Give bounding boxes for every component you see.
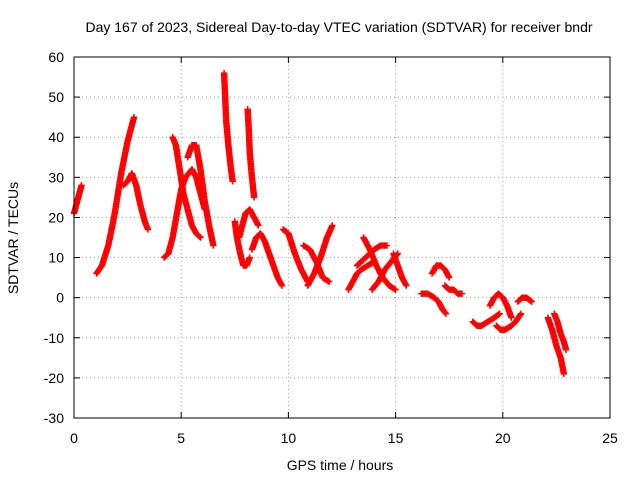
- data-point: [562, 346, 570, 354]
- x-tick-label: 25: [602, 430, 618, 446]
- data-point: [383, 242, 391, 249]
- data-point: [517, 310, 525, 317]
- series-arc-12: [279, 226, 311, 285]
- x-tick-labels: 0 5 10 15 20 25: [70, 430, 618, 446]
- tick-layer: [73, 56, 611, 419]
- y-tick-label: 10: [48, 250, 64, 266]
- data-point: [458, 290, 466, 297]
- data-point: [246, 254, 254, 261]
- x-tick-label: 5: [177, 430, 185, 446]
- x-tick-label: 0: [70, 430, 78, 446]
- data-point: [403, 282, 410, 289]
- data-point: [392, 286, 399, 293]
- series-arc-19: [390, 250, 410, 289]
- data-point: [250, 194, 258, 201]
- data-point: [144, 226, 152, 233]
- data-point: [197, 234, 204, 241]
- series-arc-25: [493, 310, 525, 333]
- data-point: [508, 314, 515, 321]
- data-point: [78, 182, 85, 189]
- series-arc-5: [169, 134, 204, 241]
- y-tick-label: -20: [44, 370, 64, 386]
- y-tick-label: 60: [48, 49, 64, 65]
- data-point: [130, 113, 138, 121]
- y-tick-label: 20: [48, 209, 64, 225]
- data-point: [441, 309, 449, 316]
- series-arc-16: [353, 242, 391, 269]
- data-point: [329, 222, 336, 229]
- series-arc-20: [418, 290, 450, 317]
- x-tick-label: 20: [495, 430, 511, 446]
- data-point: [496, 310, 503, 317]
- y-tick-label: 40: [48, 129, 64, 145]
- y-tick-label: 50: [48, 89, 64, 105]
- series-arc-23: [469, 310, 503, 329]
- series-arc-10: [244, 105, 258, 201]
- data-point: [196, 233, 203, 240]
- series-arc-24: [486, 290, 515, 321]
- y-tick-label: 30: [48, 169, 64, 185]
- x-tick-label: 10: [281, 430, 297, 446]
- data-point: [278, 282, 286, 289]
- series-arc-7: [220, 69, 236, 185]
- series-arc-22: [441, 282, 466, 297]
- series-arc-28: [551, 310, 570, 354]
- series-arc-27: [544, 314, 568, 378]
- chart-title: Day 167 of 2023, Sidereal Day-to-day VTE…: [85, 19, 592, 35]
- x-axis-title: GPS time / hours: [287, 457, 394, 473]
- series-arc-26: [514, 294, 535, 305]
- data-point: [528, 298, 535, 305]
- x-tick-label: 15: [388, 430, 404, 446]
- series-arc-13: [300, 242, 333, 285]
- series-arc-1: [70, 182, 85, 217]
- data-marks: [70, 69, 570, 378]
- series-arc-14: [304, 222, 336, 289]
- y-tick-label: 0: [56, 290, 64, 306]
- data-point: [325, 278, 333, 285]
- series-arc-3: [120, 170, 152, 233]
- data-point: [560, 370, 568, 378]
- data-point: [446, 274, 453, 281]
- y-tick-label: -10: [44, 330, 64, 346]
- series-arc-2: [93, 113, 138, 277]
- data-point: [255, 222, 262, 229]
- series-arc-21: [428, 262, 453, 281]
- series-arc-6: [184, 142, 217, 249]
- y-tick-labels: -30 -20 -10 0 10 20 30 40 50 60: [44, 49, 64, 426]
- series-arc-9: [235, 206, 262, 241]
- grid-layer: [74, 57, 610, 418]
- data-point: [229, 178, 236, 185]
- y-tick-label: -30: [44, 410, 64, 426]
- y-axis-title: SDTVAR / TECUs: [5, 182, 21, 294]
- data-point: [442, 310, 450, 317]
- plot-frame: [73, 56, 611, 419]
- data-point: [210, 242, 217, 249]
- series-arc-11: [248, 230, 286, 289]
